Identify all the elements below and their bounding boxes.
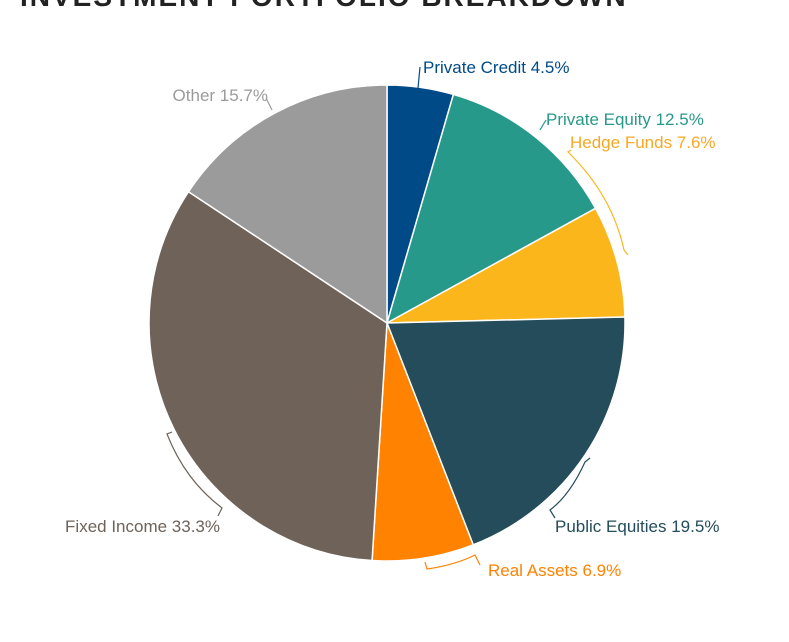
data-label-fixed-income: Fixed Income 33.3% (65, 517, 220, 536)
data-label-public-equities: Public Equities 19.5% (555, 517, 719, 536)
leader-line-fixed-income (166, 431, 223, 517)
pie-slice-real-assets (371, 322, 475, 562)
leader-line-public-equities (549, 457, 591, 519)
data-label-other: Other 15.7% (173, 86, 268, 105)
leader-line-real-assets (424, 554, 481, 570)
pie-slice-hedge-funds (386, 207, 626, 324)
data-label-private-credit: Private Credit 4.5% (423, 58, 569, 77)
leader-line-other (265, 97, 273, 111)
leader-line-hedge-funds (567, 149, 629, 256)
leader-line-private-credit (417, 66, 421, 89)
pie-slice-other (187, 84, 388, 325)
leader-line-private-equity (539, 119, 547, 131)
data-label-hedge-funds: Hedge Funds 7.6% (570, 133, 716, 152)
data-label-real-assets: Real Assets 6.9% (488, 561, 621, 580)
data-label-private-equity: Private Equity 12.5% (546, 110, 704, 129)
pie-slice-public-equities (385, 316, 626, 546)
pie-slice-private-equity (385, 93, 597, 325)
chart-title: INVESTMENT PORTFOLIO BREAKDOWN (20, 0, 628, 13)
